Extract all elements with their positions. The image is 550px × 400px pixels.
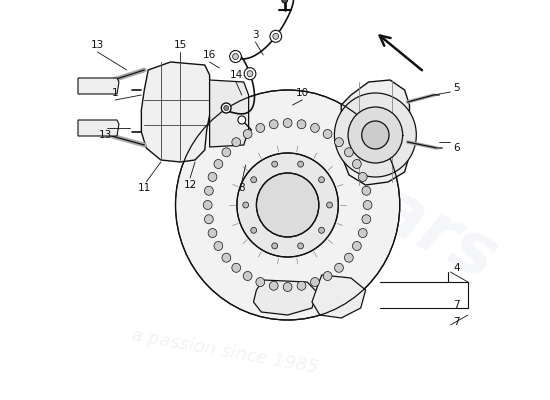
Circle shape (318, 177, 324, 183)
Circle shape (214, 242, 223, 250)
Circle shape (323, 272, 332, 280)
Text: 1: 1 (112, 88, 118, 98)
Circle shape (273, 33, 279, 39)
Text: 15: 15 (174, 40, 187, 50)
Circle shape (323, 130, 332, 138)
Text: 7: 7 (453, 300, 460, 310)
Circle shape (243, 272, 252, 280)
Circle shape (256, 278, 265, 286)
Text: 7: 7 (453, 317, 460, 327)
Text: 5: 5 (453, 83, 460, 93)
Text: 8: 8 (239, 183, 245, 193)
Circle shape (283, 282, 292, 292)
Text: a passion since 1985: a passion since 1985 (130, 327, 320, 377)
Circle shape (256, 124, 265, 132)
Circle shape (233, 54, 239, 60)
Circle shape (243, 130, 252, 138)
Circle shape (272, 243, 278, 249)
Circle shape (297, 120, 306, 129)
Circle shape (230, 50, 241, 62)
Polygon shape (78, 120, 119, 136)
Circle shape (247, 71, 253, 77)
Circle shape (327, 202, 332, 208)
Circle shape (363, 200, 372, 210)
Circle shape (359, 172, 367, 182)
Circle shape (270, 120, 278, 129)
Circle shape (251, 227, 257, 233)
Text: 11: 11 (138, 183, 151, 193)
Circle shape (244, 68, 256, 80)
Circle shape (208, 228, 217, 238)
Circle shape (238, 116, 246, 124)
Text: 13: 13 (98, 130, 112, 140)
Circle shape (208, 172, 217, 182)
Polygon shape (341, 80, 410, 185)
Circle shape (353, 160, 361, 168)
Circle shape (362, 215, 371, 224)
Circle shape (353, 242, 361, 250)
Circle shape (344, 148, 353, 157)
Circle shape (334, 263, 343, 272)
Circle shape (359, 228, 367, 238)
Text: 14: 14 (229, 70, 243, 80)
Text: 4: 4 (453, 263, 460, 273)
Text: 13: 13 (91, 40, 104, 50)
Circle shape (348, 107, 403, 163)
Circle shape (311, 124, 320, 132)
Circle shape (237, 153, 338, 257)
Polygon shape (312, 275, 366, 318)
Text: 6: 6 (453, 143, 460, 153)
Circle shape (318, 227, 324, 233)
Circle shape (297, 281, 306, 290)
Polygon shape (254, 280, 317, 315)
Circle shape (270, 281, 278, 290)
Circle shape (175, 90, 400, 320)
Text: 16: 16 (203, 50, 216, 60)
Circle shape (298, 243, 304, 249)
Circle shape (344, 253, 353, 262)
Circle shape (272, 161, 278, 167)
Circle shape (214, 160, 223, 168)
Polygon shape (210, 80, 249, 147)
Circle shape (243, 202, 249, 208)
Circle shape (205, 186, 213, 195)
Circle shape (256, 173, 319, 237)
Circle shape (298, 161, 304, 167)
Text: 3: 3 (252, 30, 258, 40)
Circle shape (270, 30, 282, 42)
Polygon shape (141, 62, 210, 162)
Text: 12: 12 (184, 180, 197, 190)
Circle shape (282, 0, 288, 3)
Circle shape (232, 138, 240, 147)
Circle shape (232, 263, 240, 272)
Circle shape (204, 200, 212, 210)
Circle shape (221, 103, 231, 113)
Circle shape (224, 106, 229, 110)
Polygon shape (78, 78, 119, 94)
Circle shape (205, 215, 213, 224)
Circle shape (334, 138, 343, 147)
Circle shape (311, 278, 320, 286)
Text: 10: 10 (296, 88, 309, 98)
Circle shape (222, 148, 231, 157)
Circle shape (362, 121, 389, 149)
Circle shape (334, 93, 416, 177)
Circle shape (283, 118, 292, 128)
Circle shape (362, 186, 371, 195)
Circle shape (222, 253, 231, 262)
Circle shape (251, 177, 257, 183)
Text: euroPars: euroPars (157, 65, 508, 295)
